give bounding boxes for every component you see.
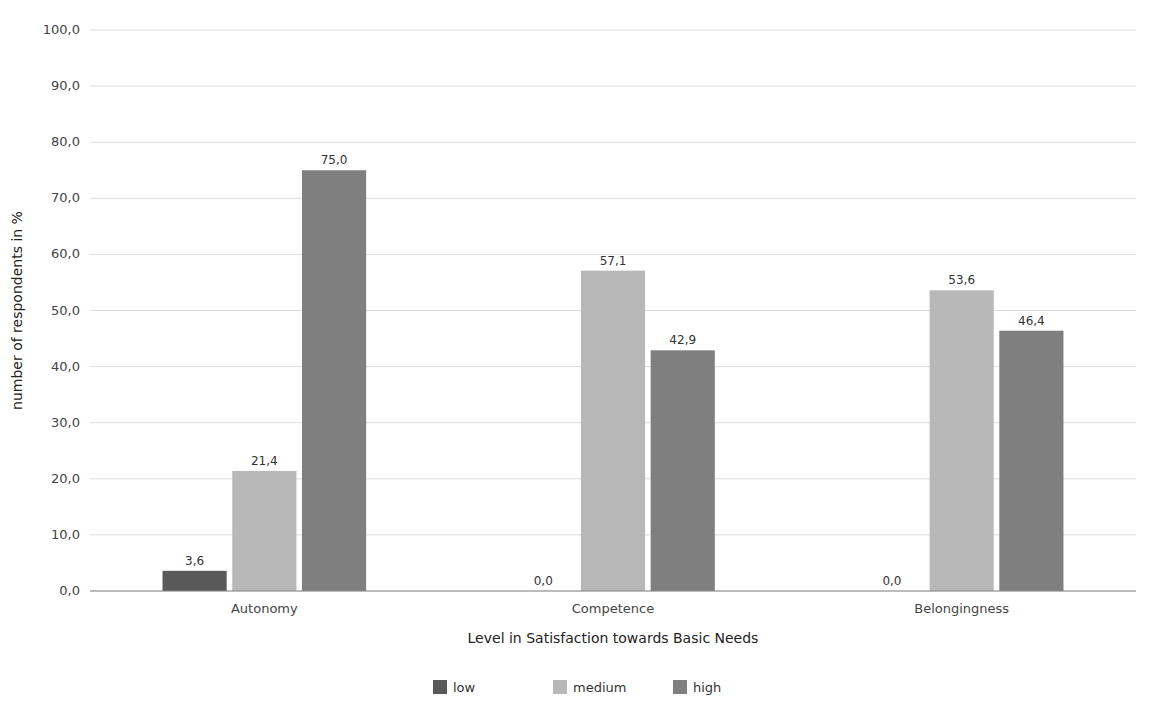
bar	[651, 350, 715, 591]
y-tick-label: 100,0	[43, 22, 80, 37]
legend-label: medium	[573, 680, 626, 695]
data-label: 0,0	[882, 574, 901, 588]
x-tick-label: Belongingness	[914, 601, 1009, 616]
y-axis-label: number of respondents in %	[9, 211, 25, 410]
y-tick-label: 70,0	[51, 190, 80, 205]
chart-container: 0,0 10,0 20,0 30,0 40,0 50,0 60,0 70,0 80,0 90,0 1…	[0, 0, 1160, 721]
bar	[581, 271, 645, 591]
data-label: 21,4	[251, 454, 278, 468]
data-labels: 3,6 0,0 0,0 21,4 57,1 53,6 75,0 42,9 46,4	[185, 153, 1045, 588]
data-label: 3,6	[185, 554, 204, 568]
y-tick-label: 90,0	[51, 78, 80, 93]
y-tick-label: 40,0	[51, 359, 80, 374]
legend-label: low	[453, 680, 476, 695]
legend-swatch	[553, 680, 567, 694]
x-axis-label: Level in Satisfaction towards Basic Need…	[468, 630, 759, 646]
y-tick-label: 80,0	[51, 134, 80, 149]
legend-swatch	[673, 680, 687, 694]
y-tick-label: 20,0	[51, 471, 80, 486]
grid-line	[90, 30, 1136, 31]
x-tick-label: Autonomy	[231, 601, 298, 616]
data-label: 57,1	[600, 254, 627, 268]
grid-line	[90, 591, 1136, 592]
data-label: 42,9	[669, 333, 696, 347]
grid	[90, 30, 1136, 591]
bar	[302, 170, 366, 591]
bars	[163, 170, 1064, 591]
x-tick-label: Competence	[572, 601, 654, 616]
data-label: 53,6	[948, 273, 975, 287]
grid-line	[90, 86, 1136, 87]
legend-label: high	[693, 680, 721, 695]
data-label: 75,0	[321, 153, 348, 167]
bar	[999, 331, 1063, 591]
chart: 0,0 10,0 20,0 30,0 40,0 50,0 60,0 70,0 80,0 90,0 1…	[0, 0, 1160, 721]
data-label: 46,4	[1018, 314, 1045, 328]
data-label: 0,0	[534, 574, 553, 588]
bar	[930, 290, 994, 591]
legend-swatch	[433, 680, 447, 694]
grid-line	[90, 198, 1136, 199]
y-tick-label: 0,0	[59, 583, 80, 598]
y-tick-label: 50,0	[51, 303, 80, 318]
y-tick-label: 10,0	[51, 527, 80, 542]
grid-line	[90, 142, 1136, 143]
bar	[232, 471, 296, 591]
y-tick-label: 30,0	[51, 415, 80, 430]
x-axis-line	[90, 591, 1136, 592]
y-tick-label: 60,0	[51, 246, 80, 261]
legend: low medium high	[433, 680, 721, 695]
bar	[163, 571, 227, 591]
